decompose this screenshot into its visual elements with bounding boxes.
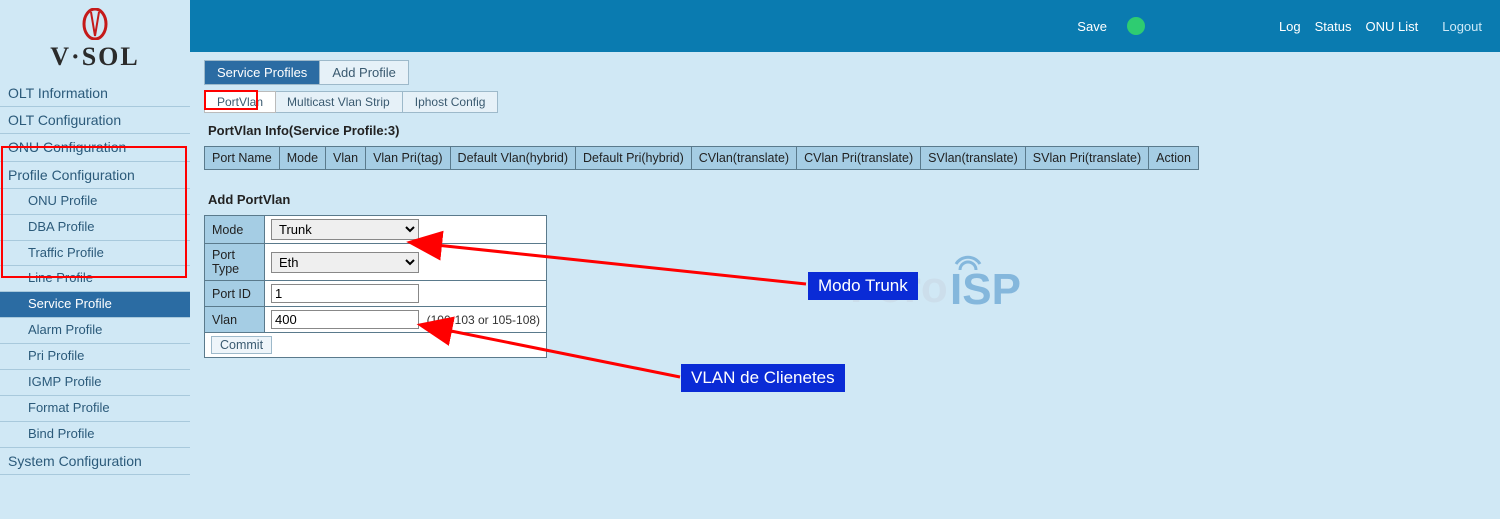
- brand-icon: [82, 8, 108, 40]
- primary-tabs: Service ProfilesAdd Profile: [204, 60, 409, 85]
- sidebar-item-pri-profile[interactable]: Pri Profile: [0, 344, 190, 370]
- column-header: Default Vlan(hybrid): [450, 147, 575, 170]
- callout-mode-trunk: Modo Trunk: [808, 272, 918, 300]
- column-header: SVlan Pri(translate): [1025, 147, 1148, 170]
- port-type-select[interactable]: Eth: [271, 252, 419, 273]
- add-portvlan-form: Mode Trunk Port Type Eth Port ID: [204, 215, 547, 358]
- tab-service-profiles[interactable]: Service Profiles: [205, 61, 320, 84]
- sidebar-item-alarm-profile[interactable]: Alarm Profile: [0, 318, 190, 344]
- portvlan-info-table: Port NameModeVlanVlan Pri(tag)Default Vl…: [204, 146, 1199, 170]
- vlan-label: Vlan: [205, 307, 265, 333]
- save-button[interactable]: Save: [1077, 19, 1107, 34]
- column-header: Action: [1149, 147, 1199, 170]
- column-header: Vlan Pri(tag): [366, 147, 450, 170]
- port-id-input[interactable]: [271, 284, 419, 303]
- sidebar-item-line-profile[interactable]: Line Profile: [0, 266, 190, 292]
- column-header: Vlan: [326, 147, 366, 170]
- vlan-hint: (100-103 or 105-108): [427, 313, 540, 327]
- sidebar-item-system-configuration[interactable]: System Configuration: [0, 448, 190, 475]
- port-type-label: Port Type: [205, 244, 265, 281]
- sidebar-item-igmp-profile[interactable]: IGMP Profile: [0, 370, 190, 396]
- column-header: Port Name: [205, 147, 280, 170]
- sidebar-item-dba-profile[interactable]: DBA Profile: [0, 215, 190, 241]
- status-indicator-icon: [1127, 17, 1145, 35]
- sidebar-item-traffic-profile[interactable]: Traffic Profile: [0, 241, 190, 267]
- sidebar-item-service-profile[interactable]: Service Profile: [0, 292, 190, 318]
- log-link[interactable]: Log: [1279, 19, 1301, 34]
- svg-text:ISP: ISP: [950, 265, 1021, 314]
- column-header: SVlan(translate): [921, 147, 1026, 170]
- column-header: CVlan(translate): [691, 147, 796, 170]
- sidebar-item-onu-configuration[interactable]: ONU Configuration: [0, 134, 190, 161]
- add-portvlan-title: Add PortVlan: [208, 192, 1486, 207]
- mode-select[interactable]: Trunk: [271, 219, 419, 240]
- secondary-tabs: PortVlanMulticast Vlan StripIphost Confi…: [204, 91, 498, 113]
- port-id-label: Port ID: [205, 281, 265, 307]
- top-bar: Save Log Status ONU List Logout: [190, 0, 1500, 52]
- tab-add-profile[interactable]: Add Profile: [320, 61, 408, 84]
- mode-label: Mode: [205, 216, 265, 244]
- sidebar-item-format-profile[interactable]: Format Profile: [0, 396, 190, 422]
- subtab-iphost-config[interactable]: Iphost Config: [403, 92, 498, 112]
- portvlan-info-title: PortVlan Info(Service Profile:3): [208, 123, 1486, 138]
- sidebar-item-olt-configuration[interactable]: OLT Configuration: [0, 107, 190, 134]
- brand-name: V·SOL: [50, 42, 139, 72]
- commit-button[interactable]: Commit: [211, 336, 272, 354]
- subtab-multicast-vlan-strip[interactable]: Multicast Vlan Strip: [275, 92, 403, 112]
- onu-list-link[interactable]: ONU List: [1366, 19, 1419, 34]
- sidebar-item-profile-configuration[interactable]: Profile Configuration: [0, 162, 190, 189]
- vlan-input[interactable]: [271, 310, 419, 329]
- sidebar: V·SOL OLT InformationOLT ConfigurationON…: [0, 0, 190, 519]
- column-header: Default Pri(hybrid): [576, 147, 692, 170]
- sidebar-item-olt-information[interactable]: OLT Information: [0, 80, 190, 107]
- subtab-portvlan[interactable]: PortVlan: [204, 91, 276, 113]
- sidebar-item-onu-profile[interactable]: ONU Profile: [0, 189, 190, 215]
- logo: V·SOL: [0, 0, 190, 80]
- column-header: Mode: [279, 147, 325, 170]
- sidebar-item-bind-profile[interactable]: Bind Profile: [0, 422, 190, 448]
- column-header: CVlan Pri(translate): [797, 147, 921, 170]
- logout-link[interactable]: Logout: [1442, 19, 1482, 34]
- status-link[interactable]: Status: [1315, 19, 1352, 34]
- callout-vlan-clientes: VLAN de Clienetes: [681, 364, 845, 392]
